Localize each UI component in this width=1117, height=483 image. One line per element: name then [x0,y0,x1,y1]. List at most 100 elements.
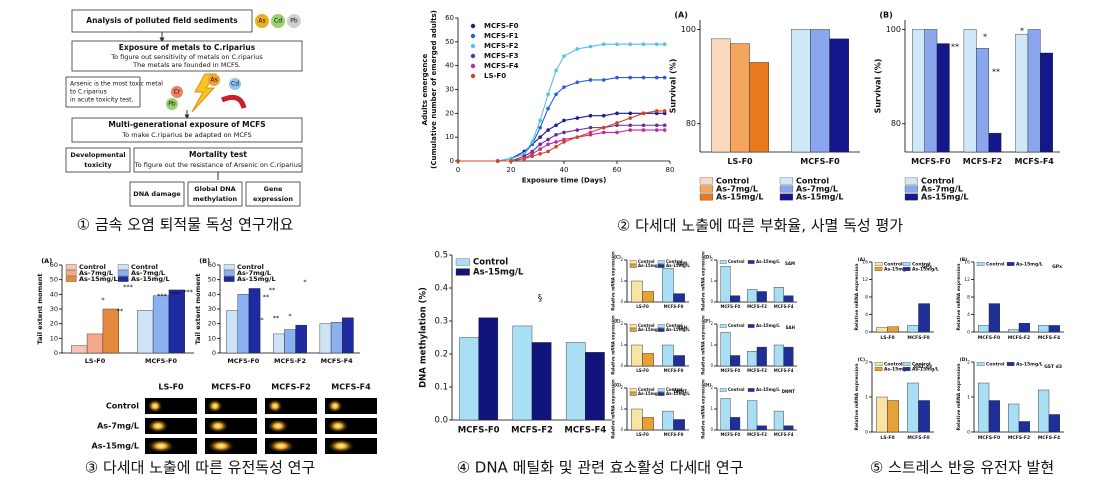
legend-swatch [747,260,755,264]
bar [102,308,119,354]
bar [531,342,552,421]
bar [720,332,731,367]
data-point [538,147,542,151]
bar [907,325,919,333]
data-point [641,42,646,47]
x-tick-label: MCFS-F0 [664,432,684,437]
y-axis-label: Survival (%) [668,59,677,114]
endpoint: expression [253,195,293,203]
metal-icon [166,98,178,110]
comet-glow [267,419,289,433]
box [71,117,303,143]
x-tick-label: MCFS-F2 [747,304,767,309]
legend-swatch [902,262,911,266]
legend-label: As-15mg/L [1016,362,1043,368]
legend-label: Control [666,387,683,392]
y-tick-label: 40 [208,290,216,298]
bar [1037,389,1050,433]
x-tick-label: MCFS-F0 [664,368,684,373]
metal-label: Cd [231,81,239,88]
bar [978,382,990,433]
legend-swatch [629,324,637,328]
bar [730,43,750,153]
caption: ⑤ 스트레스 반응 유전자 발현 [870,459,1054,477]
legend-swatch [779,177,793,185]
y-axis-label: Relative mRNA expression [956,264,962,331]
legend-swatch [874,267,883,271]
legend-label: Control [986,262,1005,268]
box [71,40,303,72]
data-point [654,128,659,132]
legend-label: As-15mg/L [473,268,524,278]
x-tick-label: MCFS-F0 [907,335,929,341]
legend-label: As-15mg/L [756,259,780,264]
bar [711,38,731,153]
panel-label: (A) [41,257,52,265]
y-tick-label: 2 [865,360,868,366]
metal-label: As [258,18,265,25]
legend-swatch [223,264,235,270]
y-tick-label: 4 [865,312,868,318]
x-tick-label: LS-F0 [85,357,106,365]
panel-label: (C) [858,357,865,363]
y-axis-label: Relative mRNA expression [854,264,860,331]
legend-swatch [223,276,235,282]
endpoint: Gene [264,185,283,193]
legend-label: As-15mg/L [716,193,764,202]
bar [988,132,1002,153]
legend-swatch [65,270,77,276]
x-tick-label: MCFS-F0 [907,435,929,441]
bar [791,29,811,153]
bar [1018,323,1031,333]
data-point [546,128,550,132]
data-point [546,149,550,154]
x-tick-label: MCFS-F0 [800,157,840,166]
data-point [601,125,606,130]
data-point [522,156,527,161]
y-tick-label: 0 [620,299,623,304]
bar [152,295,170,354]
data-point [662,42,667,47]
bar [631,280,643,303]
x-tick-label: 20 [507,166,516,174]
flowchart: Analysis of polluted field sediments As … [65,9,303,207]
data-point [554,132,558,137]
panel-label: (C) [614,255,621,260]
legend-label: As-15mg/L [796,193,844,202]
comet-glow [147,419,169,433]
legend-label: MCFS-F4 [484,62,519,70]
bar [673,293,685,303]
legend-label: Control [921,177,954,186]
y-tick-label: 80 [891,119,901,128]
bar [783,346,794,367]
annotation: § [538,294,542,304]
bar [810,29,830,153]
data-point [588,44,593,49]
bar [978,325,990,333]
panel-title: GST d3 [1044,364,1062,370]
legend-swatch [657,260,665,264]
bar [887,326,899,333]
metal-label: Cd [274,18,282,25]
panel-label: (B) [199,257,210,265]
y-tick-label: 4 [967,312,970,318]
comet-glow [327,419,349,433]
y-tick-label: 2 [620,257,623,262]
bar [924,29,938,153]
data-point [615,121,619,125]
annotation: *** [171,290,182,298]
annotation: *** [183,288,194,296]
legend-swatch [629,392,637,396]
annotation: ** [269,286,276,294]
y-axis-label: Tail extent moment [194,274,202,345]
caption: ③ 다세대 노출에 따른 유전독성 연구 [85,459,316,477]
bar [773,410,784,431]
y-tick-label: 10 [208,334,216,342]
bar [730,295,741,303]
y-tick-label: 16 [964,260,970,266]
x-tick-label: LS-F0 [727,157,753,166]
y-tick-label: 60 [445,14,454,22]
bar [756,425,767,431]
legend-label: As-15mg/L [638,391,662,396]
legend-swatch [629,388,637,392]
